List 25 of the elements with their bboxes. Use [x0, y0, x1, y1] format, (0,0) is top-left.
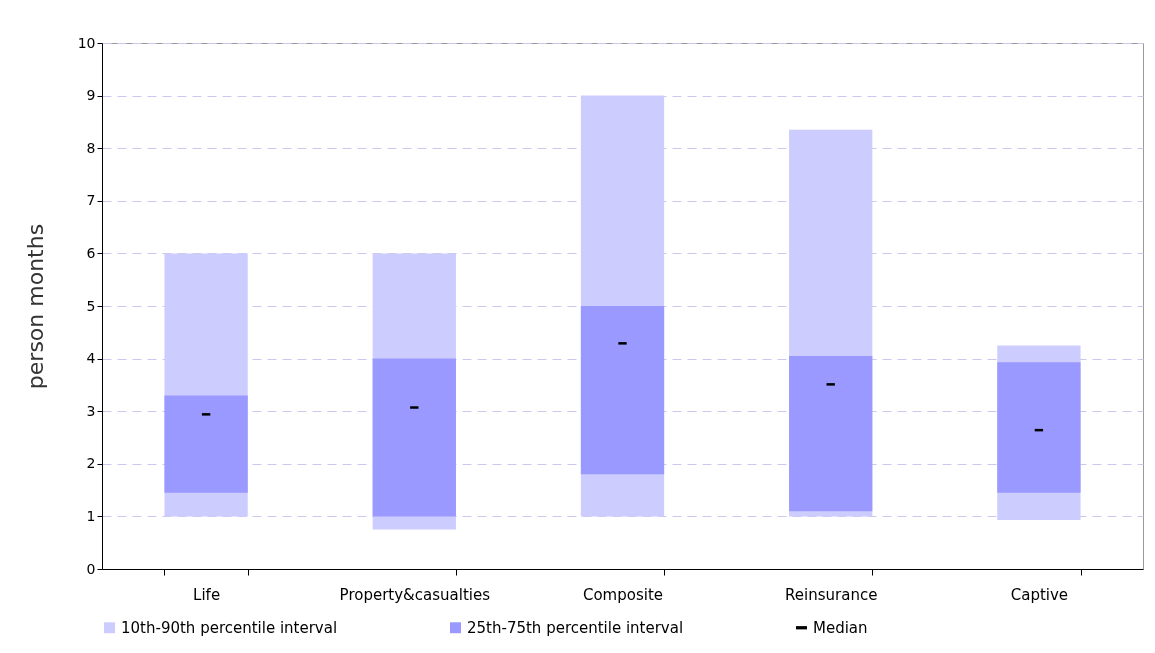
x-tick-label: Reinsurance [785, 585, 878, 604]
y-tick-label: 1 [86, 507, 96, 524]
legend-label: 10th-90th percentile interval [121, 618, 338, 637]
x-tick-label: Captive [1010, 585, 1069, 604]
x-tick-label: Property&casualties [339, 585, 491, 604]
y-tick-label: 0 [86, 560, 96, 577]
legend-label: Median [813, 618, 868, 637]
bar [164, 395, 248, 493]
y-tick-label: 7 [86, 192, 96, 209]
y-tick-label: 5 [86, 297, 96, 314]
bar [580, 306, 665, 475]
y-tick-label: 6 [86, 244, 96, 261]
y-tick-label: 2 [86, 455, 96, 472]
y-tick-label: 3 [86, 402, 96, 419]
y-tick-label: 9 [86, 87, 96, 104]
y-tick-label: 4 [86, 350, 96, 367]
bar [997, 362, 1081, 493]
bar [372, 358, 456, 517]
bar [789, 355, 873, 512]
x-tick-label: Life [193, 585, 221, 604]
y-tick-label: 10 [77, 34, 96, 51]
x-tick-label: Composite [582, 585, 664, 604]
legend-label: 25th-75th percentile interval [467, 618, 684, 637]
y-axis-title: person months [22, 223, 48, 390]
y-tick-label: 8 [86, 139, 96, 156]
